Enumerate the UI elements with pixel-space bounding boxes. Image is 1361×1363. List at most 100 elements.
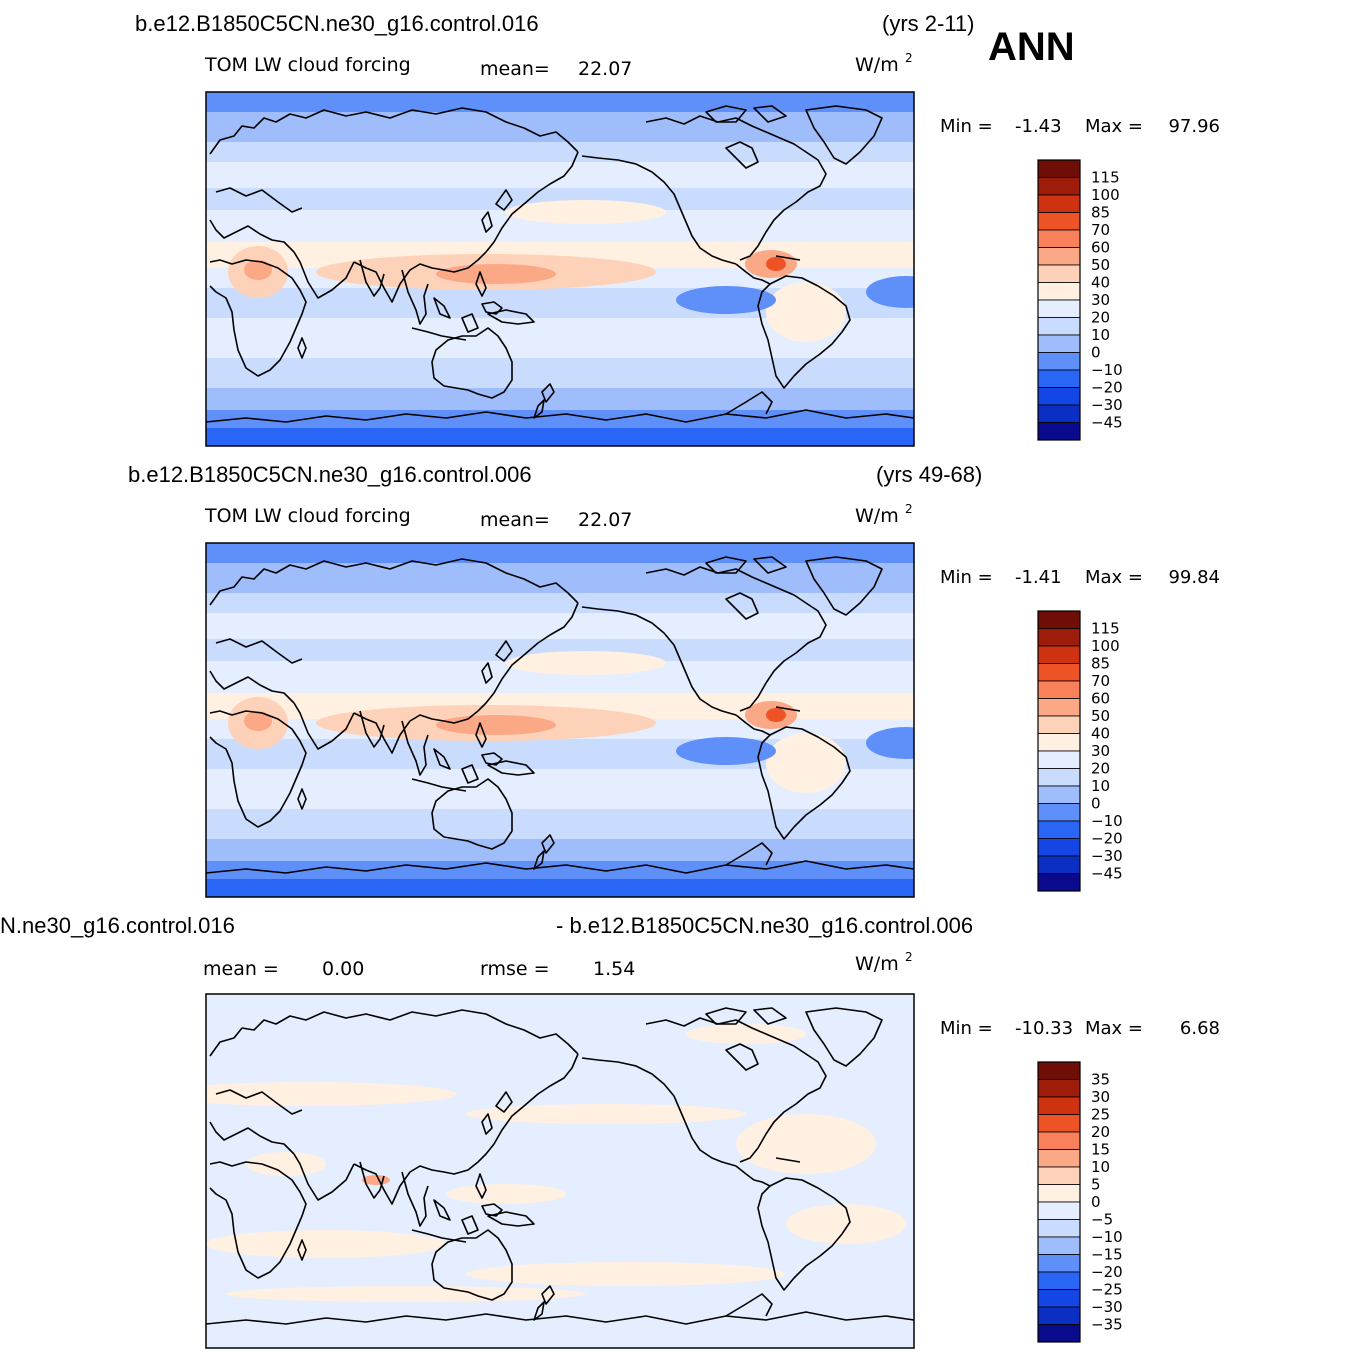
- colorbar-box: [1037, 422, 1081, 441]
- mean-label: mean=: [480, 58, 550, 80]
- colorbar-box: [1037, 820, 1081, 839]
- colorbar-tick-label: 30: [1091, 1088, 1110, 1106]
- colorbar-box: [1037, 733, 1081, 752]
- colorbar-tick-label: 10: [1091, 777, 1110, 795]
- panel-3: N.ne30_g16.control.016 - b.e12.B1850C5CN.…: [0, 913, 1220, 1349]
- field-band: [206, 593, 914, 613]
- max-value: 97.96: [1168, 116, 1220, 137]
- colorbar-box: [1037, 352, 1081, 371]
- colorbar-tick-label: 40: [1091, 725, 1110, 743]
- colorbar-tick-label: −20: [1091, 1263, 1123, 1281]
- units-label: W/m: [855, 953, 899, 975]
- field-africa-core: [244, 711, 272, 731]
- colorbar-box: [1037, 229, 1081, 248]
- colorbar-box: [1037, 212, 1081, 231]
- field-band: [206, 142, 914, 162]
- colorbar-tick-label: 40: [1091, 274, 1110, 292]
- field-band: [206, 639, 914, 661]
- colorbar-box: [1037, 299, 1081, 318]
- colorbar-tick-label: 100: [1091, 637, 1120, 655]
- colorbar-box: [1037, 1131, 1081, 1150]
- colorbar-box: [1037, 1306, 1081, 1325]
- colorbar-box: [1037, 663, 1081, 682]
- colorbar-box: [1037, 1201, 1081, 1220]
- map-field: [206, 543, 914, 897]
- colorbar-tick-label: −20: [1091, 830, 1123, 848]
- panel-2: b.e12.B1850C5CN.ne30_g16.control.006 (yrs…: [128, 462, 1220, 898]
- field-band: [206, 563, 914, 593]
- colorbar-box: [1037, 785, 1081, 804]
- colorbar-box: [1037, 404, 1081, 423]
- colorbar-tick-label: −10: [1091, 812, 1123, 830]
- colorbar-tick-label: −15: [1091, 1246, 1123, 1264]
- colorbar-tick-label: −30: [1091, 847, 1123, 865]
- field-band: [206, 543, 914, 563]
- field-band: [206, 879, 914, 897]
- colorbar-tick-label: 10: [1091, 1158, 1110, 1176]
- rmse-label: rmse =: [480, 958, 550, 980]
- field-diff-positive: [246, 1152, 326, 1176]
- colorbar-tick-label: −30: [1091, 396, 1123, 414]
- colorbar-tick-label: 70: [1091, 672, 1110, 690]
- variable-label: TOM LW cloud forcing: [204, 54, 411, 76]
- field-amazon-core: [766, 257, 786, 271]
- colorbar-box: [1037, 873, 1081, 892]
- mean-value: 22.07: [578, 509, 632, 531]
- field-band: [206, 112, 914, 142]
- colorbar-box: [1037, 177, 1081, 196]
- colorbar-tick-label: 50: [1091, 256, 1110, 274]
- colorbar-tick-label: 0: [1091, 1193, 1101, 1211]
- colorbar-tick-label: 30: [1091, 291, 1110, 309]
- colorbar-tick-label: 15: [1091, 1141, 1110, 1159]
- colorbar-box: [1037, 1061, 1081, 1080]
- rmse-value: 1.54: [593, 958, 635, 980]
- field-band: [206, 388, 914, 410]
- years-label: (yrs 49-68): [876, 462, 982, 487]
- field-diff-positive: [786, 1204, 906, 1244]
- field-band: [206, 428, 914, 446]
- colorbar-tick-label: 60: [1091, 239, 1110, 257]
- colorbar-tick-label: −35: [1091, 1316, 1123, 1334]
- colorbar-box: [1037, 1236, 1081, 1255]
- colorbar-box: [1037, 282, 1081, 301]
- colorbar-tick-label: −10: [1091, 1228, 1123, 1246]
- colorbar-box: [1037, 1324, 1081, 1343]
- colorbar-box: [1037, 855, 1081, 874]
- season-label: ANN: [988, 25, 1075, 69]
- colorbar-tick-label: −25: [1091, 1281, 1123, 1299]
- colorbar-box: [1037, 1289, 1081, 1308]
- case-title: b.e12.B1850C5CN.ne30_g16.control.006: [128, 462, 532, 487]
- field-low: [866, 276, 914, 308]
- field-np-band: [506, 651, 666, 675]
- min-value: -1.43: [1015, 116, 1062, 137]
- colorbar-tick-label: 0: [1091, 795, 1101, 813]
- colorbar-box: [1037, 1166, 1081, 1185]
- field-amazon-core: [766, 708, 786, 722]
- colorbar-box: [1037, 803, 1081, 822]
- colorbar-frame: [1037, 1061, 1081, 1343]
- units-label: W/m: [855, 505, 899, 527]
- colorbar-tick-label: −10: [1091, 361, 1123, 379]
- colorbar-tick-label: 0: [1091, 344, 1101, 362]
- field-band: [206, 410, 914, 428]
- field-low: [866, 727, 914, 759]
- field-diff-positive: [206, 1230, 446, 1258]
- colorbar-box: [1037, 1184, 1081, 1203]
- units-label: W/m: [855, 54, 899, 76]
- field-diff-positive: [446, 1184, 566, 1204]
- field-africa-core: [244, 260, 272, 280]
- map-field: [206, 994, 914, 1348]
- max-label: Max =: [1085, 116, 1143, 137]
- colorbar-tick-label: 85: [1091, 204, 1110, 222]
- colorbar-box: [1037, 194, 1081, 213]
- colorbar-box: [1037, 1114, 1081, 1133]
- field-warm-pool-core: [436, 264, 556, 284]
- field-band: [206, 613, 914, 639]
- colorbar-box: [1037, 369, 1081, 388]
- colorbar-tick-label: 85: [1091, 655, 1110, 673]
- map-frame: [205, 542, 915, 898]
- colorbar-box: [1037, 1096, 1081, 1115]
- colorbar-tick-label: 20: [1091, 309, 1110, 327]
- colorbar-box: [1037, 1079, 1081, 1098]
